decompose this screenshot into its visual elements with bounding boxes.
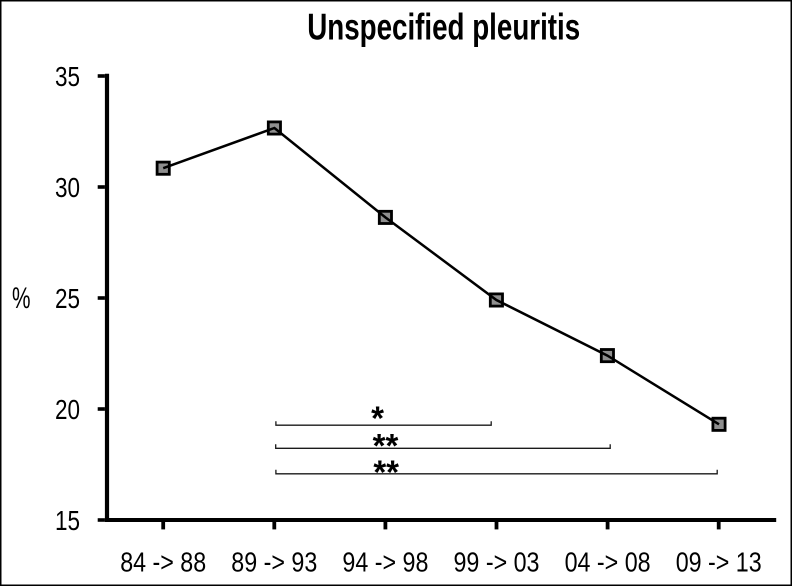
svg-text:**: **	[373, 427, 399, 464]
svg-text:99 -> 03: 99 -> 03	[454, 547, 540, 578]
svg-text:84 -> 88: 84 -> 88	[120, 547, 206, 578]
svg-text:25: 25	[55, 283, 80, 314]
svg-text:20: 20	[55, 394, 80, 425]
svg-text:*: *	[371, 400, 384, 437]
svg-text:94 -> 98: 94 -> 98	[342, 547, 428, 578]
svg-text:**: **	[373, 454, 399, 491]
svg-text:Unspecified pleuritis: Unspecified pleuritis	[307, 5, 580, 47]
svg-text:04 -> 08: 04 -> 08	[565, 547, 651, 578]
svg-text:09 -> 13: 09 -> 13	[676, 547, 762, 578]
svg-text:89 -> 93: 89 -> 93	[231, 547, 317, 578]
svg-text:15: 15	[55, 505, 80, 536]
svg-text:35: 35	[55, 61, 80, 92]
svg-text:%: %	[12, 282, 31, 315]
svg-text:30: 30	[55, 172, 80, 203]
